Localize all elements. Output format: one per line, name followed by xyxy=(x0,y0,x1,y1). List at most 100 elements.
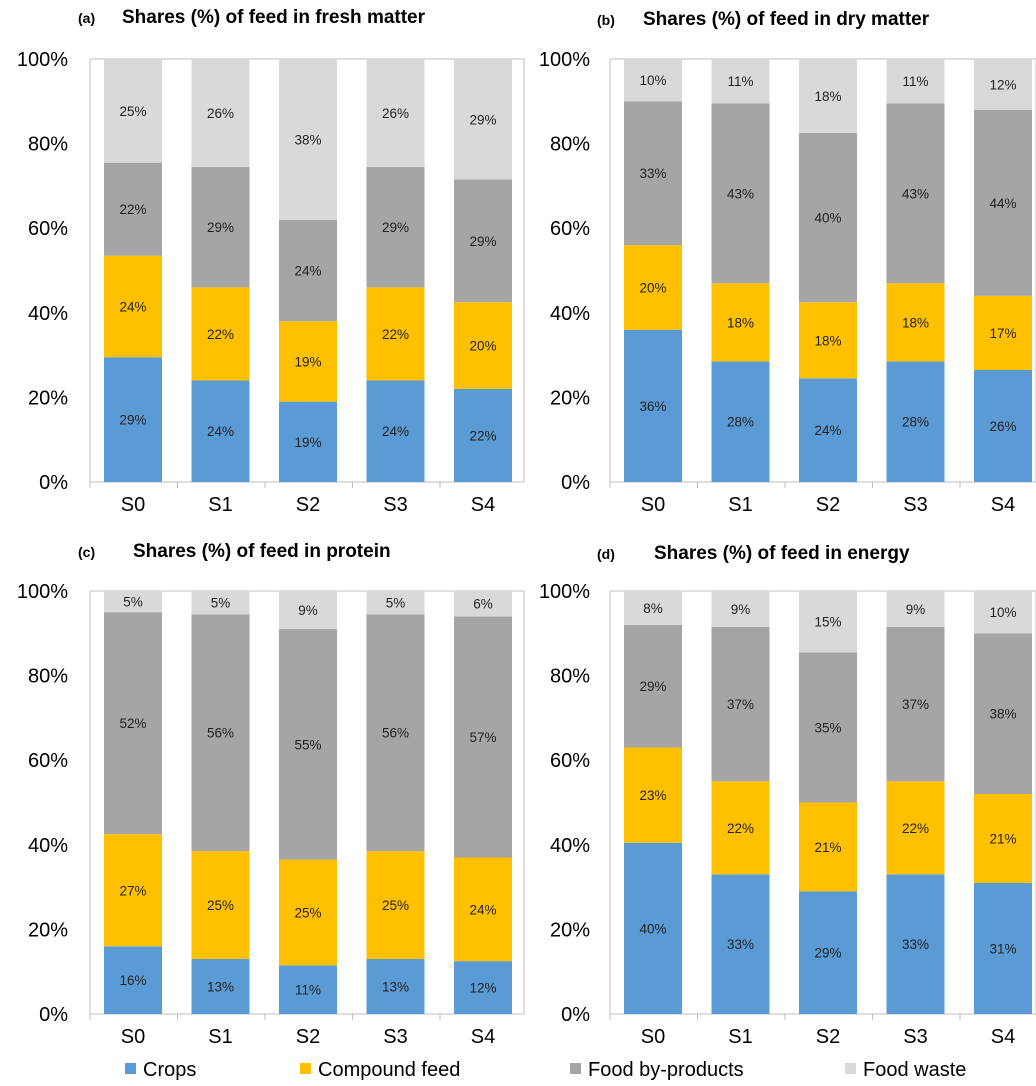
bar-compound-feed-s1 xyxy=(191,287,250,381)
x-tick-label: S2 xyxy=(816,494,840,516)
bar-compound-feed-s1 xyxy=(191,851,250,960)
bar-compound-feed-s2 xyxy=(279,859,337,966)
legend-swatch-food-by-products xyxy=(570,1063,581,1074)
chart-panel-b: (b) Shares (%) of feed in dry matter 0% 20%… xyxy=(539,9,1036,516)
data-label: 24% xyxy=(119,299,146,314)
data-label: 29% xyxy=(469,112,496,127)
data-label: 19% xyxy=(294,354,321,369)
data-label: 19% xyxy=(294,435,321,450)
bar-crops-s4 xyxy=(454,388,512,482)
x-tick-label: S4 xyxy=(991,1026,1015,1048)
data-label: 29% xyxy=(207,220,234,235)
bar-compound-feed-s4 xyxy=(454,302,512,389)
bar-food-by-products-s0 xyxy=(624,624,682,748)
chart-panel-c: (c) Shares (%) of feed in protein 0% 20% 40%… xyxy=(17,541,525,1048)
data-label: 11% xyxy=(727,74,753,89)
data-label: 38% xyxy=(989,707,1016,722)
bar-crops-s4 xyxy=(974,369,1032,482)
data-label: 29% xyxy=(639,679,666,694)
legend: Crops Compound feed Food by-products Food w… xyxy=(125,1059,966,1081)
bar-food-waste-s0 xyxy=(624,591,682,625)
bar-food-by-products-s2 xyxy=(799,652,857,803)
data-label: 18% xyxy=(814,89,841,104)
data-label: 5% xyxy=(123,595,143,610)
data-label: 9% xyxy=(906,602,926,617)
data-label: 33% xyxy=(727,937,754,952)
bar-food-waste-s2 xyxy=(799,591,857,653)
data-label: 23% xyxy=(639,788,666,803)
bar-crops-s0 xyxy=(104,357,162,482)
data-label: 18% xyxy=(814,333,841,348)
data-label: 12% xyxy=(989,77,1016,92)
bar-crops-s1 xyxy=(711,874,770,1014)
y-tick-label: 0% xyxy=(561,1004,590,1026)
legend-swatch-compound-feed xyxy=(300,1063,311,1074)
bar-crops-s3 xyxy=(366,959,425,1014)
data-label: 29% xyxy=(814,946,841,961)
x-tick-label: S4 xyxy=(471,494,495,516)
data-label: 13% xyxy=(207,980,234,995)
bar-crops-s1 xyxy=(191,959,250,1014)
bar-food-by-products-s3 xyxy=(366,614,425,852)
data-label: 5% xyxy=(211,596,231,611)
data-label: 26% xyxy=(207,106,234,121)
y-tick-label: 40% xyxy=(550,303,590,325)
bar-food-by-products-s1 xyxy=(711,103,770,284)
bar-food-waste-s2 xyxy=(279,59,337,220)
bar-compound-feed-s0 xyxy=(104,255,162,358)
bar-compound-feed-s2 xyxy=(279,321,337,402)
x-tick-label: S1 xyxy=(728,1026,752,1048)
y-tick-label: 20% xyxy=(28,387,68,409)
bar-crops-s3 xyxy=(366,380,425,482)
x-tick-label: S1 xyxy=(728,494,752,516)
bar-food-by-products-s4 xyxy=(454,616,512,858)
data-label: 10% xyxy=(989,605,1016,620)
data-label: 20% xyxy=(469,339,496,354)
bar-food-waste-s4 xyxy=(454,591,512,617)
data-label: 8% xyxy=(643,601,663,616)
data-label: 17% xyxy=(989,326,1016,341)
bar-food-waste-s4 xyxy=(974,59,1032,110)
data-label: 12% xyxy=(469,981,496,996)
bar-food-waste-s0 xyxy=(104,59,162,163)
bar-compound-feed-s3 xyxy=(366,851,425,960)
data-label: 28% xyxy=(727,415,754,430)
data-label: 22% xyxy=(469,428,496,443)
y-tick-label: 60% xyxy=(28,218,68,240)
bar-crops-s0 xyxy=(624,842,682,1014)
data-label: 26% xyxy=(989,419,1016,434)
data-label: 15% xyxy=(814,615,841,630)
x-tick-label: S0 xyxy=(641,494,665,516)
data-label: 13% xyxy=(382,980,409,995)
x-tick-label: S0 xyxy=(121,494,145,516)
bar-food-by-products-s1 xyxy=(191,614,250,852)
data-label: 18% xyxy=(727,315,754,330)
x-tick-label: S2 xyxy=(296,494,320,516)
panel-tag: (b) xyxy=(597,12,615,28)
data-label: 56% xyxy=(207,726,234,741)
bar-crops-s0 xyxy=(104,946,162,1014)
y-tick-label: 80% xyxy=(550,666,590,688)
chart-title: Shares (%) of feed in energy xyxy=(654,543,910,564)
y-tick-label: 20% xyxy=(28,919,68,941)
panel-tag: (a) xyxy=(78,10,95,26)
y-tick-label: 40% xyxy=(28,303,68,325)
legend-label-food-waste: Food waste xyxy=(863,1059,966,1081)
bar-compound-feed-s1 xyxy=(711,781,770,875)
y-tick-label: 60% xyxy=(550,750,590,772)
data-label: 22% xyxy=(727,821,754,836)
legend-label-crops: Crops xyxy=(143,1059,196,1081)
x-tick-label: S4 xyxy=(991,494,1015,516)
legend-label-food-by-products: Food by-products xyxy=(588,1059,744,1081)
data-label: 44% xyxy=(989,196,1016,211)
data-label: 20% xyxy=(639,280,666,295)
data-label: 26% xyxy=(382,106,409,121)
panel-tag: (d) xyxy=(597,546,615,562)
bar-food-waste-s1 xyxy=(711,59,770,104)
data-label: 56% xyxy=(382,726,409,741)
data-label: 40% xyxy=(639,921,666,936)
bar-food-by-products-s3 xyxy=(886,103,945,284)
data-label: 11% xyxy=(902,74,928,89)
bar-food-waste-s1 xyxy=(191,59,250,167)
bar-food-by-products-s0 xyxy=(624,101,682,246)
